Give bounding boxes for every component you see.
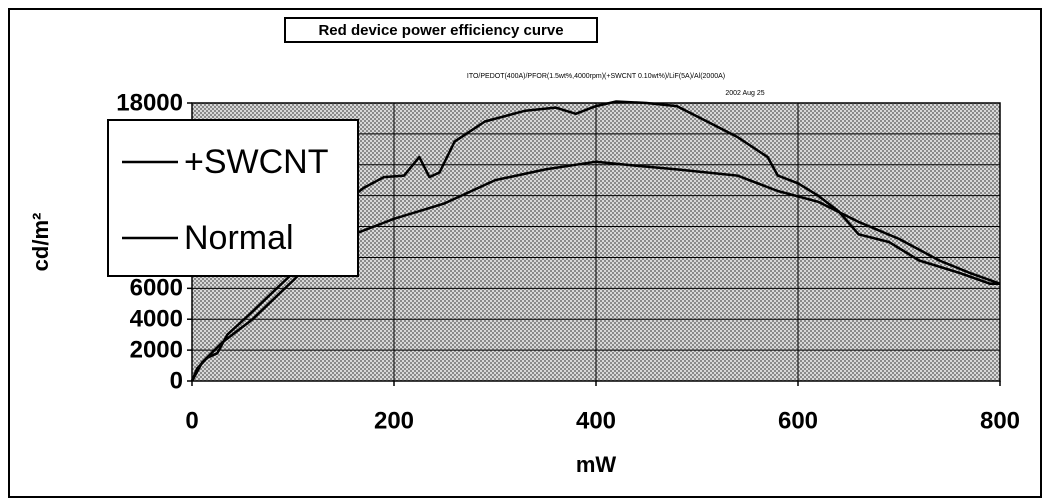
annotation: 2002 Aug 25 (725, 90, 764, 97)
y-tick-label: 0 (170, 367, 183, 394)
series-line (190, 160, 1001, 382)
x-tick-label: 200 (374, 407, 414, 434)
legend-label: +SWCNT (184, 143, 329, 181)
y-tick-label: 18000 (116, 89, 183, 116)
chart-title: Red device power efficiency curve (318, 22, 563, 39)
y-tick-label: 6000 (130, 275, 183, 302)
y-tick-label: 4000 (130, 306, 183, 333)
y-tick-label: 2000 (130, 336, 183, 363)
y-axis-label: cd/m² (28, 213, 53, 272)
x-tick-label: 800 (980, 407, 1020, 434)
x-axis-label: mW (576, 452, 617, 477)
legend-box (107, 119, 359, 277)
chart-subtitle: ITO/PEDOT(400A)/PFOR(1.5wt%,4000rpm)(+SW… (467, 73, 725, 80)
x-tick-label: 400 (576, 407, 616, 434)
x-tick-label: 600 (778, 407, 818, 434)
legend-label: Normal (184, 219, 294, 257)
plot-area: 0200040006000800010000120001400016000180… (107, 89, 1020, 434)
title-box (284, 17, 598, 43)
x-tick-label: 0 (185, 407, 198, 434)
